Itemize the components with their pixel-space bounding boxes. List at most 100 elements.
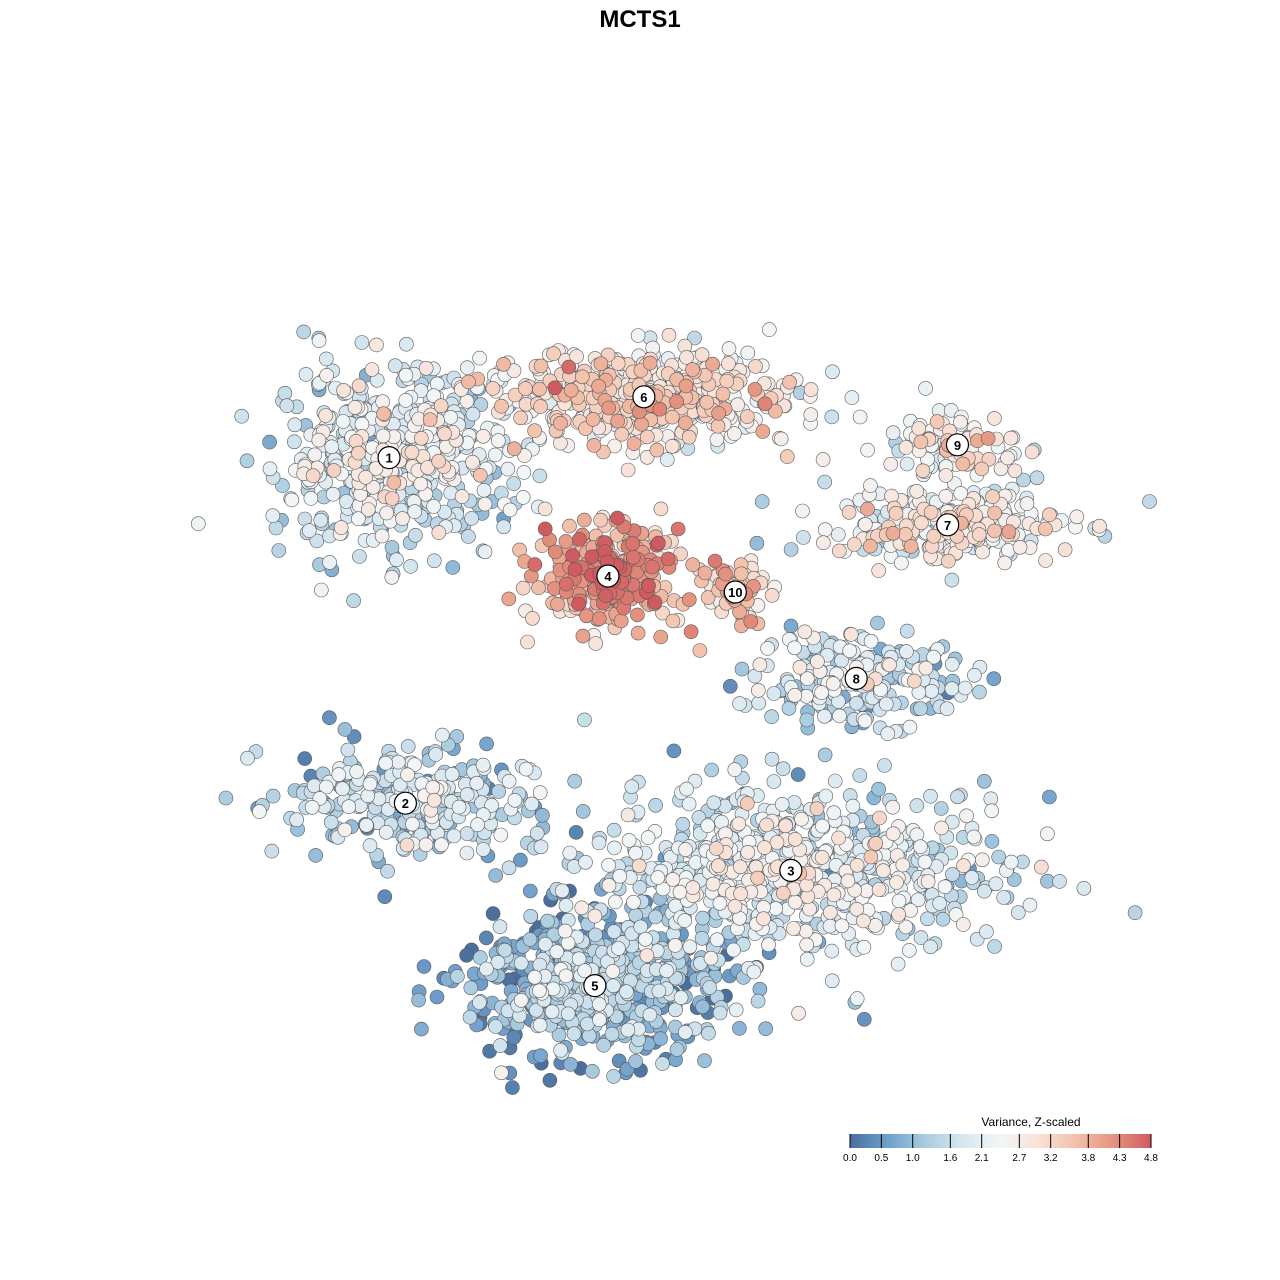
data-point xyxy=(490,954,506,970)
data-point xyxy=(882,657,897,673)
data-point xyxy=(461,529,476,544)
data-point xyxy=(913,839,928,855)
data-point xyxy=(398,367,414,383)
data-point xyxy=(913,701,928,716)
data-point xyxy=(562,845,578,861)
data-point xyxy=(533,839,549,855)
data-point xyxy=(335,781,350,797)
data-point xyxy=(739,796,755,811)
data-point xyxy=(1007,463,1023,479)
data-point xyxy=(571,596,586,612)
data-point xyxy=(705,876,721,892)
data-point xyxy=(944,656,960,672)
data-point xyxy=(880,726,896,742)
data-point xyxy=(683,624,699,640)
data-point xyxy=(403,559,418,574)
data-point xyxy=(413,476,429,492)
data-point xyxy=(515,490,531,505)
data-point xyxy=(612,868,628,884)
data-point xyxy=(532,983,547,999)
cluster-label-badge xyxy=(393,791,417,815)
data-point xyxy=(641,578,656,594)
data-point xyxy=(649,442,665,458)
data-point xyxy=(814,685,829,700)
data-point xyxy=(591,996,607,1012)
data-point xyxy=(634,416,649,432)
data-point xyxy=(375,428,391,444)
data-point xyxy=(885,525,901,541)
data-point xyxy=(563,382,579,398)
data-point xyxy=(863,849,879,865)
data-point xyxy=(726,942,741,958)
data-point xyxy=(797,624,813,640)
cluster-label-text: 6 xyxy=(640,390,647,405)
data-point xyxy=(923,504,939,520)
data-point xyxy=(522,883,538,899)
data-point xyxy=(628,845,643,861)
data-point xyxy=(444,766,460,782)
data-point xyxy=(721,356,736,371)
data-point xyxy=(667,938,683,953)
data-point xyxy=(377,889,393,905)
data-point xyxy=(546,346,561,362)
data-point xyxy=(665,613,681,629)
data-point xyxy=(318,408,334,423)
data-point xyxy=(475,428,491,444)
data-point xyxy=(411,992,426,1008)
legend-tick-label: 0.0 xyxy=(843,1153,857,1164)
data-point xyxy=(1038,521,1053,537)
data-point xyxy=(614,426,630,442)
data-point xyxy=(277,385,293,401)
data-point xyxy=(799,937,815,953)
data-point xyxy=(487,447,503,463)
data-point xyxy=(794,811,809,827)
data-point xyxy=(906,673,922,689)
data-point xyxy=(953,414,968,430)
data-point xyxy=(844,390,860,405)
data-point xyxy=(871,563,887,578)
data-point xyxy=(733,886,748,902)
data-point xyxy=(443,410,459,425)
data-point xyxy=(518,381,533,396)
data-point xyxy=(856,939,872,955)
data-point xyxy=(537,501,553,517)
data-point xyxy=(702,980,718,995)
data-point xyxy=(710,418,726,434)
data-point xyxy=(918,381,933,396)
cluster-label-8: 8 xyxy=(844,666,868,691)
data-point xyxy=(359,817,374,833)
data-point xyxy=(568,825,584,840)
cluster-label-6: 6 xyxy=(632,385,656,409)
data-point xyxy=(701,1025,716,1041)
data-point xyxy=(956,858,971,874)
data-point xyxy=(264,843,280,859)
data-point xyxy=(239,453,255,469)
data-point xyxy=(426,499,441,514)
data-point xyxy=(351,445,366,461)
data-point xyxy=(795,530,811,545)
data-point xyxy=(920,911,935,927)
data-point xyxy=(941,553,956,569)
data-point xyxy=(335,414,351,429)
data-point xyxy=(271,543,287,558)
data-point xyxy=(909,483,925,499)
data-point xyxy=(769,835,785,850)
data-point xyxy=(262,461,278,477)
points-layer xyxy=(191,322,1157,1095)
data-point xyxy=(628,1054,643,1069)
data-point xyxy=(252,804,267,819)
data-point xyxy=(575,804,591,819)
data-point xyxy=(733,566,749,582)
cluster-label-3: 3 xyxy=(779,858,803,883)
data-point xyxy=(719,373,735,389)
data-point xyxy=(791,1005,806,1021)
data-point xyxy=(632,880,648,895)
data-point xyxy=(575,628,591,644)
data-point xyxy=(588,927,603,943)
data-point xyxy=(459,845,475,861)
data-point xyxy=(605,964,621,979)
data-point xyxy=(761,322,777,337)
data-point xyxy=(341,799,357,815)
data-point xyxy=(591,835,607,851)
legend-colorbar xyxy=(850,1134,1151,1148)
